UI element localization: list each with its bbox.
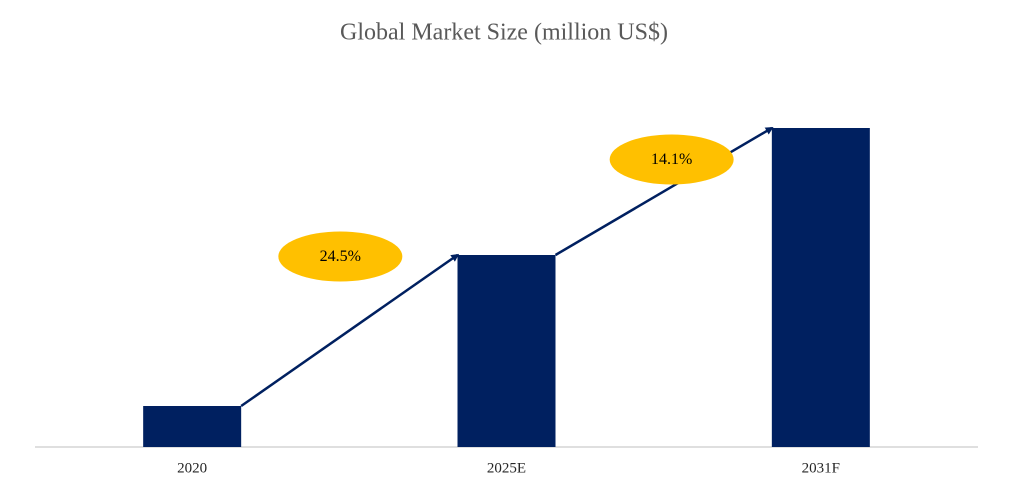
bar bbox=[771, 128, 870, 447]
x-tick-label: 2031F bbox=[802, 460, 840, 476]
bar bbox=[143, 406, 242, 447]
growth-arrow bbox=[240, 253, 460, 408]
x-tick-label: 2020 bbox=[177, 460, 207, 476]
bar bbox=[457, 255, 556, 447]
growth-arrow bbox=[554, 126, 774, 257]
growth-label: 14.1% bbox=[651, 151, 692, 168]
growth-badge bbox=[609, 134, 734, 185]
x-tick-label: 2025E bbox=[487, 460, 526, 476]
chart-title: Global Market Size (million US$) bbox=[340, 20, 668, 46]
growth-label: 24.5% bbox=[320, 248, 361, 265]
growth-badge bbox=[278, 231, 403, 282]
